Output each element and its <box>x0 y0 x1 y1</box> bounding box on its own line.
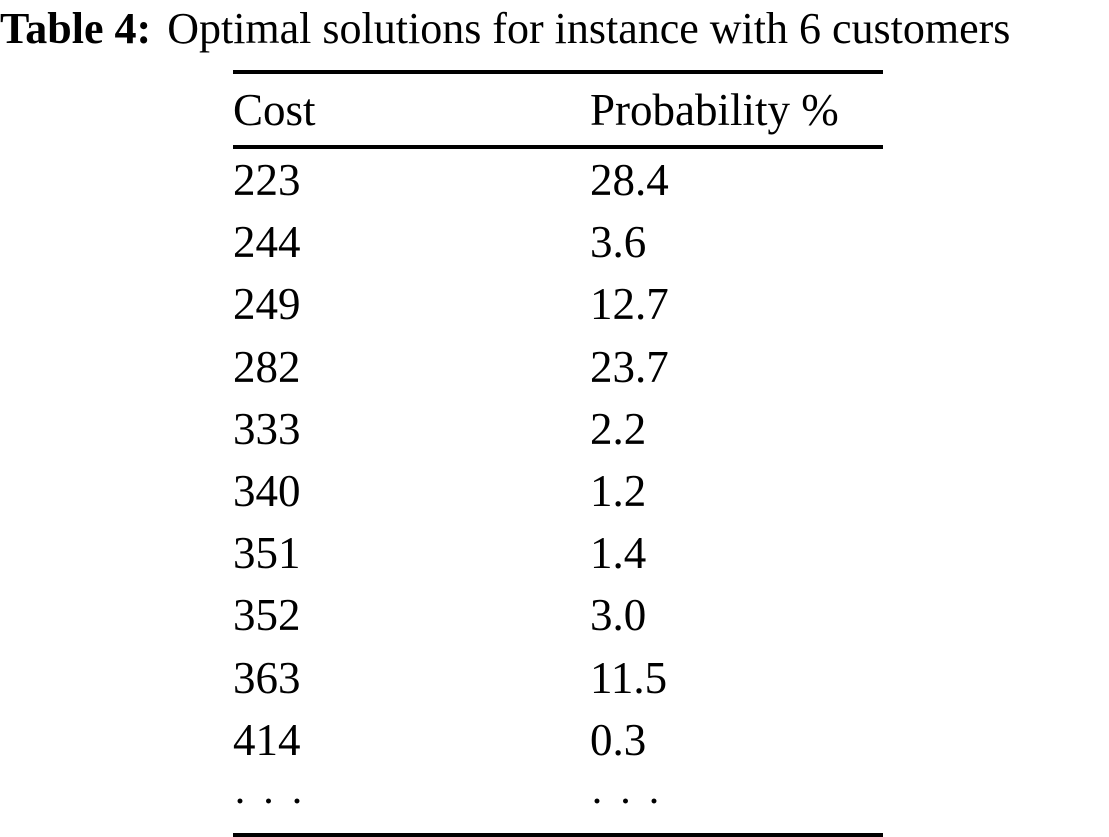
cost-cell: 249 <box>233 279 301 330</box>
probability-cell: 3.0 <box>590 590 647 641</box>
table-row: 340 1.2 <box>233 460 883 522</box>
table-caption-text: Optimal solutions for instance with 6 cu… <box>167 4 1011 53</box>
table-caption-label: Table 4: <box>0 4 152 53</box>
probability-cell: 11.5 <box>590 652 668 703</box>
probability-cell: 2.2 <box>590 403 647 454</box>
cost-cell: 244 <box>233 217 301 268</box>
probability-cell: 3.6 <box>590 217 647 268</box>
probability-cell: 1.2 <box>590 466 647 517</box>
results-table: Cost Probability % 223 28.4 244 3.6 249 12.7 2… <box>233 70 883 837</box>
column-header-probability: Probability % <box>590 84 839 135</box>
probability-cell: 0.3 <box>590 714 647 765</box>
table-row: 333 2.2 <box>233 398 883 460</box>
probability-cell: 12.7 <box>590 279 669 330</box>
probability-cell: · · · <box>590 778 663 825</box>
table-header-row: Cost Probability % <box>233 74 883 149</box>
cost-cell: · · · <box>233 778 306 825</box>
cost-cell: 414 <box>233 714 301 765</box>
cost-cell: 333 <box>233 403 301 454</box>
table-row: 363 11.5 <box>233 647 883 709</box>
cost-cell: 223 <box>233 155 301 206</box>
table-row: 223 28.4 <box>233 149 883 211</box>
table-row: 414 0.3 <box>233 709 883 771</box>
table-row-ellipsis: · · · · · · <box>233 771 883 833</box>
cost-cell: 352 <box>233 590 301 641</box>
cost-cell: 363 <box>233 652 301 703</box>
table-body: 223 28.4 244 3.6 249 12.7 282 23.7 333 2.2 340 1.2 3… <box>233 149 883 833</box>
column-header-cost: Cost <box>233 84 316 135</box>
table-row: 352 3.0 <box>233 584 883 646</box>
probability-cell: 1.4 <box>590 528 647 579</box>
probability-cell: 23.7 <box>590 341 669 392</box>
cost-cell: 340 <box>233 466 301 517</box>
table-caption: Table 4: Optimal solutions for instance w… <box>0 4 1109 55</box>
cost-cell: 282 <box>233 341 301 392</box>
table-row: 249 12.7 <box>233 273 883 335</box>
table-row: 244 3.6 <box>233 211 883 273</box>
probability-cell: 28.4 <box>590 155 669 206</box>
table-row: 351 1.4 <box>233 522 883 584</box>
table-row: 282 23.7 <box>233 336 883 398</box>
cost-cell: 351 <box>233 528 301 579</box>
